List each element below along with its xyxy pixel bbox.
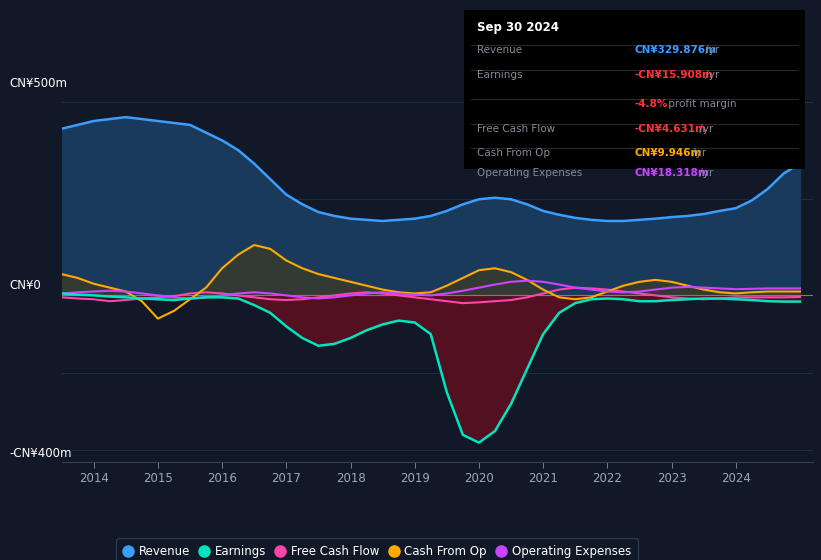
Text: Revenue: Revenue <box>478 45 523 55</box>
Text: Sep 30 2024: Sep 30 2024 <box>478 21 559 34</box>
Text: CN¥500m: CN¥500m <box>10 77 68 90</box>
Text: -4.8%: -4.8% <box>635 99 667 109</box>
Text: /yr: /yr <box>702 70 719 80</box>
Text: /yr: /yr <box>690 148 707 158</box>
Text: Operating Expenses: Operating Expenses <box>478 167 583 178</box>
Text: -CN¥15.908m: -CN¥15.908m <box>635 70 713 80</box>
Text: CN¥0: CN¥0 <box>10 279 42 292</box>
Text: CN¥18.318m: CN¥18.318m <box>635 167 709 178</box>
Text: Free Cash Flow: Free Cash Flow <box>478 124 556 134</box>
Legend: Revenue, Earnings, Free Cash Flow, Cash From Op, Operating Expenses: Revenue, Earnings, Free Cash Flow, Cash … <box>117 538 638 560</box>
Text: profit margin: profit margin <box>665 99 736 109</box>
Text: -CN¥4.631m: -CN¥4.631m <box>635 124 706 134</box>
Text: /yr: /yr <box>695 124 713 134</box>
Text: Cash From Op: Cash From Op <box>478 148 551 158</box>
Text: /yr: /yr <box>702 45 719 55</box>
Text: Earnings: Earnings <box>478 70 523 80</box>
Text: -CN¥400m: -CN¥400m <box>10 447 72 460</box>
Text: CN¥9.946m: CN¥9.946m <box>635 148 702 158</box>
Text: CN¥329.876m: CN¥329.876m <box>635 45 716 55</box>
Text: /yr: /yr <box>695 167 713 178</box>
